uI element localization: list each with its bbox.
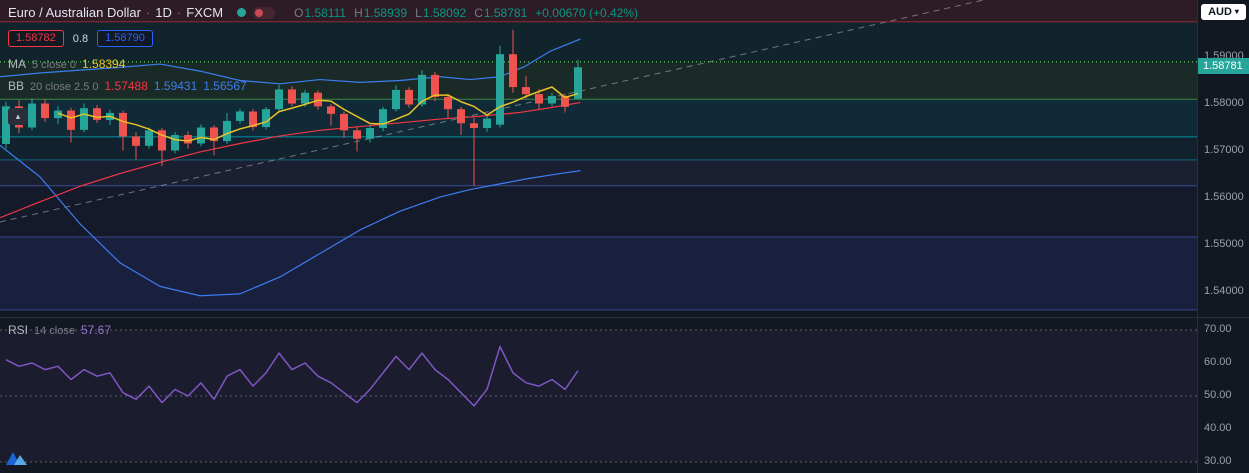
bb-indicator-row[interactable]: BB 20 close 2.5 0 1.57488 1.59431 1.5656… xyxy=(8,79,247,93)
exchange-label: FXCM xyxy=(186,5,224,20)
currency-selector-button[interactable]: AUD ▾ xyxy=(1201,4,1246,20)
ma-indicator-row[interactable]: MA 5 close 0 1.58394 xyxy=(8,57,125,71)
bb-basis-value: 1.57488 xyxy=(104,79,148,93)
bb-upper-line xyxy=(0,38,581,85)
trendline-layer xyxy=(0,0,986,223)
price-axis-label: 40.00 xyxy=(1204,422,1232,434)
interval-label[interactable]: 1D xyxy=(155,5,172,20)
alert-price-label-blue[interactable]: 1.58790 xyxy=(97,30,153,47)
pane-collapse-button[interactable]: ▴ xyxy=(8,108,28,125)
price-axis-label: 1.56000 xyxy=(1204,191,1244,203)
ma-layer xyxy=(57,86,579,142)
low-label: L xyxy=(415,5,422,20)
price-axis-label: 30.00 xyxy=(1204,455,1232,467)
close-value: 1.58781 xyxy=(483,5,528,20)
bb-name: BB xyxy=(8,79,25,93)
price-axis[interactable]: AUD ▾ 1.59000 1.58000 1.57000 1.56000 1.5500… xyxy=(1197,0,1249,473)
rsi-params: 14 close xyxy=(34,325,75,337)
price-axis-label: 1.58000 xyxy=(1204,97,1244,109)
currency-label: AUD xyxy=(1208,6,1232,18)
watermark-logo[interactable] xyxy=(5,444,29,468)
bb-upper-value: 1.59431 xyxy=(153,79,198,93)
change-value: +0.00670 (+0.42%) xyxy=(535,5,639,20)
candles-layer xyxy=(2,29,582,187)
symbol-title[interactable]: Euro / Australian Dollar xyxy=(8,5,141,20)
chevron-up-icon: ▴ xyxy=(15,111,21,121)
low-value: 1.58092 xyxy=(422,5,467,20)
alert-price-label-red[interactable]: 1.58782 xyxy=(8,30,64,47)
price-axis-label: 50.00 xyxy=(1204,389,1232,401)
open-value: 1.58111 xyxy=(304,5,347,20)
price-axis-label: 1.54000 xyxy=(1204,285,1244,297)
separator-dot: · xyxy=(176,5,182,20)
price-zones-layer xyxy=(0,0,1197,310)
rsi-value: 57.67 xyxy=(81,323,112,337)
price-axis-label: 60.00 xyxy=(1204,356,1232,368)
close-label: C xyxy=(474,5,483,20)
open-label: O xyxy=(294,5,304,20)
middle-value-label: 0.8 xyxy=(72,32,89,45)
pane-separator[interactable] xyxy=(0,317,1249,318)
ohlc-readout: O 1.58111 H 1.58939 L 1.58092 C 1.58781 +0.0… xyxy=(294,6,638,20)
high-label: H xyxy=(354,5,363,20)
separator-dot: · xyxy=(145,5,151,20)
rsi-indicator-row[interactable]: RSI 14 close 57.67 xyxy=(8,323,111,337)
status-dot-icon[interactable] xyxy=(237,8,247,17)
bb-params: 20 close 2.5 0 xyxy=(30,81,99,93)
mountains-icon xyxy=(6,452,27,465)
price-axis-label: 1.57000 xyxy=(1204,144,1244,156)
chevron-down-icon: ▾ xyxy=(1234,7,1239,16)
price-axis-label: 1.55000 xyxy=(1204,238,1244,250)
price-label-row: 1.58782 0.8 1.58790 xyxy=(8,30,153,47)
symbol-header: Euro / Australian Dollar · 1D · FXCM O 1.… xyxy=(8,5,638,20)
ma-value: 1.58394 xyxy=(82,57,126,71)
price-axis-label: 70.00 xyxy=(1204,323,1232,335)
current-price-tag: 1.58781 xyxy=(1198,58,1249,75)
rsi-name: RSI xyxy=(8,323,29,337)
rsi-layer xyxy=(0,329,1197,463)
ma-name: MA xyxy=(8,57,26,71)
high-value: 1.58939 xyxy=(363,5,408,20)
chart-canvas[interactable] xyxy=(0,0,1197,473)
bb-lower-line xyxy=(0,144,581,297)
bb-lower-value: 1.56567 xyxy=(203,79,247,93)
record-toggle-icon[interactable] xyxy=(253,6,276,19)
ma-params: 5 close 0 xyxy=(32,59,77,71)
